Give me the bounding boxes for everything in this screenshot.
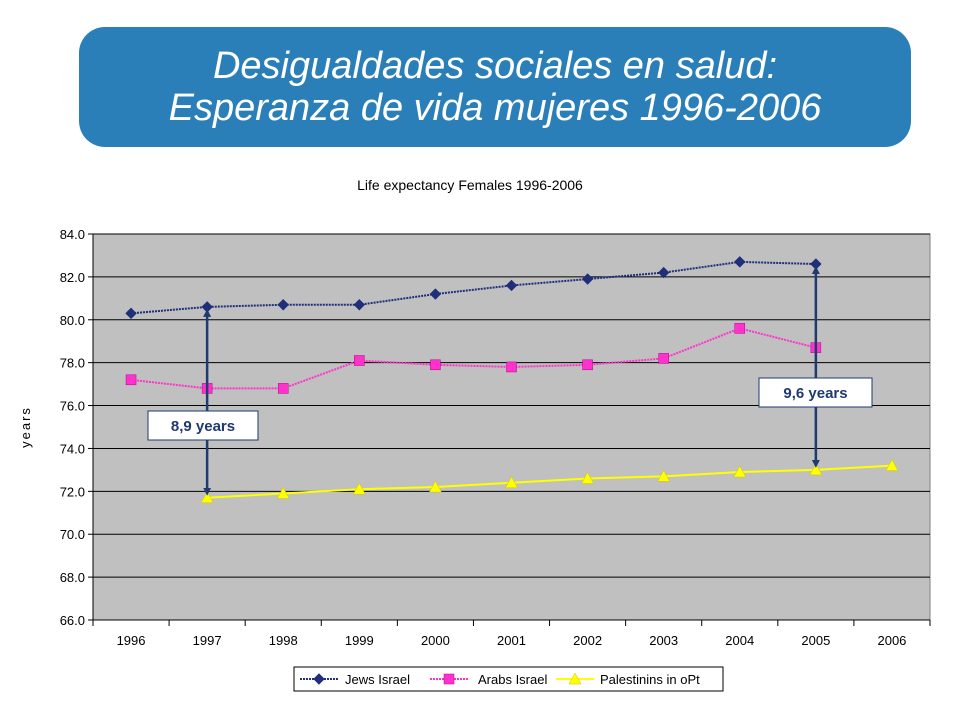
x-tick-label: 2004 [725, 633, 754, 648]
series-line [130, 260, 816, 315]
y-tick-label: 74.0 [60, 441, 85, 456]
x-axis-ticks: 1996 1997 1998 1999 2000 2001 2002 2003 2004 2005… [92, 619, 931, 648]
data-point [277, 383, 289, 394]
data-point [276, 486, 290, 499]
y-axis-ticks: 66.0 68.0 70.0 72.0 74.0 76.0 78.0 80.0 82.0 84.0 [60, 227, 94, 628]
data-point [353, 299, 366, 311]
title-banner: Desigualdades sociales en salud: Esperan… [79, 27, 911, 147]
legend-box [293, 666, 724, 692]
y-tick-label: 84.0 [60, 227, 85, 242]
chart-title: Life expectancy Females 1996-2006 [357, 177, 583, 193]
data-point [506, 361, 517, 373]
legend-swatch-marker [443, 673, 455, 685]
y-tick-label: 66.0 [60, 613, 85, 628]
x-tick-label: 2001 [497, 633, 526, 648]
data-point [733, 465, 747, 478]
data-point [657, 469, 671, 482]
title-line-2: Esperanza de vida mujeres 1996-2006 [168, 87, 822, 129]
x-tick-label: 2006 [877, 633, 906, 648]
y-tick-label: 70.0 [60, 527, 85, 542]
data-point [125, 374, 137, 386]
x-tick-label: 2003 [649, 633, 678, 648]
data-point [734, 256, 746, 268]
data-point [581, 471, 595, 484]
data-point [505, 279, 518, 292]
data-point [581, 273, 594, 285]
title-line-1: Desigualdades sociales en salud: [212, 45, 778, 87]
data-point [277, 299, 289, 311]
x-tick-label: 2005 [801, 633, 830, 648]
data-point [658, 353, 669, 364]
series-line [130, 327, 817, 390]
annotation-box [147, 410, 259, 441]
y-tick-label: 68.0 [60, 570, 85, 585]
y-tick-label: 72.0 [60, 484, 85, 499]
data-point [430, 359, 441, 371]
data-point [429, 288, 442, 300]
annotations: 8,9 years 9,6 years [147, 266, 873, 496]
x-tick-label: 2002 [573, 633, 602, 648]
data-point [428, 480, 442, 493]
annotation-box [758, 377, 873, 408]
legend-label: Arabs Israel [478, 672, 547, 687]
data-point [885, 459, 899, 471]
data-point [200, 491, 214, 504]
annotation-label: 8,9 years [171, 418, 235, 435]
y-axis-label: years [18, 406, 33, 448]
data-point [125, 307, 137, 320]
x-tick-label: 1997 [193, 633, 222, 648]
x-tick-label: 1998 [269, 633, 298, 648]
x-tick-label: 1996 [117, 633, 146, 648]
legend-label: Jews Israel [345, 672, 410, 687]
data-point [734, 323, 746, 334]
legend-swatch-marker [313, 673, 325, 685]
data-point [505, 476, 518, 489]
x-tick-label: 2000 [421, 633, 450, 648]
y-tick-label: 82.0 [60, 270, 85, 285]
legend: Jews Israel Arabs Israel Palestinins in oP… [293, 666, 724, 692]
y-tick-label: 76.0 [60, 399, 85, 414]
y-tick-label: 78.0 [60, 356, 85, 371]
data-point [582, 359, 593, 371]
data-point [352, 482, 366, 495]
data-point [354, 355, 365, 366]
legend-swatch-marker [568, 672, 582, 685]
annotation-label: 9,6 years [783, 385, 847, 402]
legend-label: Palestinins in oPt [600, 672, 700, 687]
series-line [207, 464, 893, 499]
series-palestinins-in-opt [200, 459, 899, 504]
x-tick-label: 1999 [345, 633, 374, 648]
y-tick-label: 80.0 [60, 313, 85, 328]
data-point [809, 463, 823, 476]
data-point [657, 266, 670, 279]
